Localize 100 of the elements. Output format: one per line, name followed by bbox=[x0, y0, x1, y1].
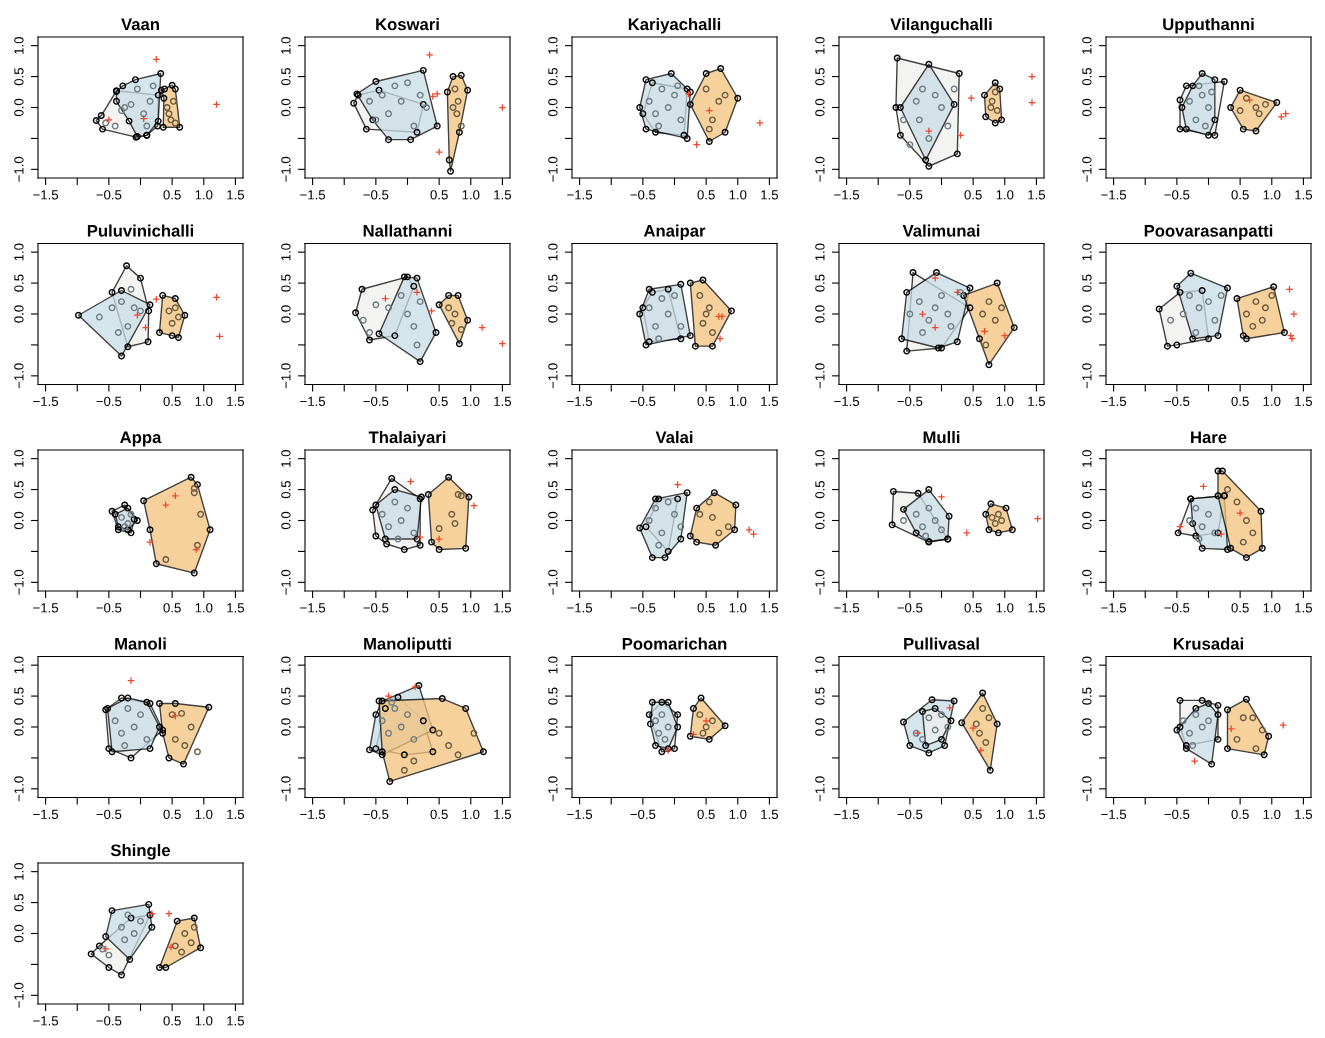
x-tick-label: −0.5 bbox=[630, 190, 656, 200]
y-tick-label: 0.5 bbox=[281, 274, 291, 292]
y-tick-label: −1.0 bbox=[548, 156, 558, 182]
x-tick-label: 1.0 bbox=[996, 396, 1014, 406]
y-tick-label: −1.0 bbox=[1082, 363, 1092, 389]
x-tick-label: −0.5 bbox=[363, 190, 389, 200]
x-tick-label: −1.5 bbox=[33, 396, 59, 406]
y-tick-label: 1.0 bbox=[548, 37, 558, 54]
y-tick-label: 0.0 bbox=[1082, 718, 1092, 736]
x-tick-label: 1.0 bbox=[195, 603, 213, 613]
y-tick-label: 0.0 bbox=[548, 718, 558, 736]
x-tick-label: 1.0 bbox=[729, 396, 747, 406]
x-tick-label: −1.5 bbox=[33, 603, 59, 613]
y-tick-label: 1.0 bbox=[815, 656, 825, 674]
y-tick-label: −1.0 bbox=[1082, 569, 1092, 595]
y-tick-label: 1.0 bbox=[815, 243, 825, 261]
x-tick-label: −0.5 bbox=[897, 190, 923, 200]
y-tick-label: 0.5 bbox=[815, 274, 825, 292]
x-tick-label: 1.5 bbox=[227, 603, 245, 613]
chart-title: Vaan bbox=[121, 18, 159, 31]
x-tick-label: −0.5 bbox=[1164, 603, 1190, 613]
y-tick-label: 0.5 bbox=[1082, 480, 1092, 499]
y-tick-label: −1.0 bbox=[281, 569, 291, 595]
x-tick-label: −0.5 bbox=[96, 1016, 122, 1026]
y-tick-label: −1.0 bbox=[14, 982, 24, 1008]
y-tick-label: 0.0 bbox=[14, 305, 24, 323]
x-tick-label: 0.5 bbox=[964, 809, 982, 819]
x-tick-label: −0.5 bbox=[363, 809, 389, 819]
y-tick-label: 0.5 bbox=[548, 274, 558, 292]
chart-title: Manoli bbox=[115, 637, 166, 650]
y-tick-label: 0.0 bbox=[281, 718, 291, 736]
y-tick-label: 0.0 bbox=[548, 305, 558, 323]
x-tick-label: 1.0 bbox=[195, 190, 213, 200]
y-tick-label: 0.5 bbox=[14, 480, 24, 499]
x-tick-label: 1.0 bbox=[195, 809, 213, 819]
y-tick-label: 0.5 bbox=[815, 480, 825, 499]
y-tick-label: 1.0 bbox=[281, 656, 291, 674]
x-tick-label: −1.5 bbox=[33, 1016, 59, 1026]
y-tick-label: −1.0 bbox=[548, 569, 558, 595]
x-tick-label: −0.5 bbox=[96, 603, 122, 613]
y-tick-label: 1.0 bbox=[815, 450, 825, 467]
x-tick-label: −0.5 bbox=[630, 396, 656, 406]
chart-title: Manoliputti bbox=[364, 637, 451, 654]
x-tick-label: −0.5 bbox=[363, 603, 389, 613]
y-tick-label: 1.0 bbox=[1082, 37, 1092, 54]
y-tick-label: 0.0 bbox=[281, 511, 291, 530]
y-tick-label: 0.5 bbox=[281, 67, 291, 86]
y-tick-label: 1.0 bbox=[548, 656, 558, 674]
y-tick-label: 1.0 bbox=[14, 450, 24, 467]
y-tick-label: −1.0 bbox=[14, 363, 24, 389]
x-tick-label: −1.5 bbox=[1101, 396, 1127, 406]
x-tick-label: 1.5 bbox=[1295, 190, 1313, 200]
x-tick-label: 0.5 bbox=[697, 190, 715, 200]
x-tick-label: −0.5 bbox=[630, 603, 656, 613]
x-tick-label: 0.5 bbox=[1231, 809, 1249, 819]
y-tick-label: 0.5 bbox=[1082, 687, 1092, 705]
x-tick-label: −0.5 bbox=[363, 396, 389, 406]
chart-title: Vilanguchalli bbox=[890, 17, 992, 34]
x-tick-label: −1.5 bbox=[33, 809, 59, 819]
x-tick-label: 1.0 bbox=[996, 190, 1014, 200]
x-tick-label: 0.5 bbox=[430, 190, 448, 200]
x-tick-label: 1.0 bbox=[462, 396, 480, 406]
chart-title: Kariyachalli bbox=[628, 17, 721, 34]
y-tick-label: −1.0 bbox=[281, 363, 291, 389]
x-tick-label: 1.5 bbox=[1295, 396, 1313, 406]
x-tick-label: 1.5 bbox=[761, 190, 779, 200]
chart-title: Upputhanni bbox=[1163, 17, 1254, 34]
x-tick-label: 0.5 bbox=[1231, 190, 1249, 200]
x-tick-label: 0.5 bbox=[163, 1016, 181, 1026]
y-tick-label: −1.0 bbox=[14, 776, 24, 802]
x-tick-label: 1.5 bbox=[494, 603, 512, 613]
x-tick-label: 1.0 bbox=[195, 1016, 213, 1026]
y-tick-label: 1.0 bbox=[548, 243, 558, 261]
x-tick-label: 1.5 bbox=[761, 603, 779, 613]
x-tick-label: 1.5 bbox=[494, 190, 512, 200]
x-tick-label: −0.5 bbox=[96, 190, 122, 200]
x-tick-label: 1.5 bbox=[1028, 396, 1046, 406]
x-tick-label: −1.5 bbox=[1101, 190, 1127, 200]
y-tick-label: 0.0 bbox=[14, 511, 24, 530]
x-tick-label: 0.5 bbox=[430, 396, 448, 406]
y-tick-label: −1.0 bbox=[1082, 776, 1092, 802]
x-tick-label: 0.5 bbox=[163, 190, 181, 200]
x-tick-label: 1.5 bbox=[1295, 603, 1313, 613]
x-tick-label: 0.5 bbox=[697, 396, 715, 406]
y-tick-label: 0.0 bbox=[14, 924, 24, 943]
y-tick-label: 0.5 bbox=[1082, 274, 1092, 292]
chart-title: Thalaiyari bbox=[368, 430, 446, 447]
x-tick-label: 1.5 bbox=[494, 809, 512, 819]
x-tick-label: 1.0 bbox=[462, 190, 480, 200]
x-tick-label: 1.5 bbox=[227, 809, 245, 819]
y-tick-label: −1.0 bbox=[548, 776, 558, 802]
y-tick-label: 0.0 bbox=[14, 718, 24, 736]
x-tick-label: 1.5 bbox=[1295, 809, 1313, 819]
x-tick-label: 1.0 bbox=[729, 190, 747, 200]
y-tick-label: 0.0 bbox=[815, 305, 825, 323]
x-tick-label: −1.5 bbox=[300, 603, 326, 613]
chart-title: Mulli bbox=[923, 430, 960, 444]
y-tick-label: 1.0 bbox=[281, 450, 291, 467]
y-tick-label: 1.0 bbox=[1082, 450, 1092, 467]
x-tick-label: 0.5 bbox=[1231, 603, 1249, 613]
